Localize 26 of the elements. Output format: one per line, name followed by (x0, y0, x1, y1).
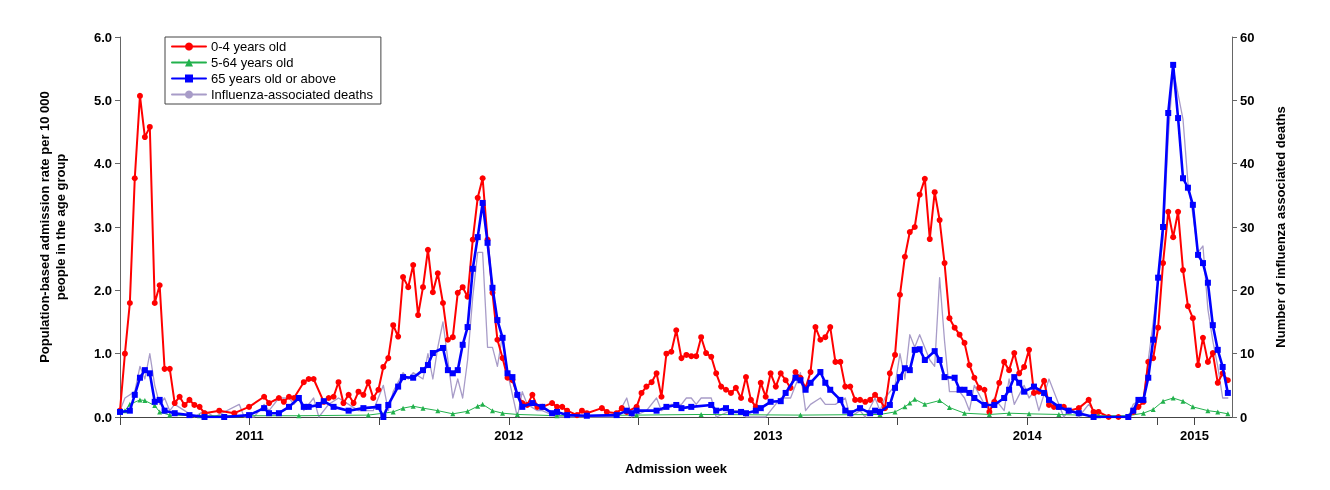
x-tick-label: 2014 (1012, 428, 1043, 443)
y2-tick-label: 0 (1240, 409, 1248, 425)
legend-label: Influenza-associated deaths (211, 87, 374, 102)
y-tick-label: 3.0 (93, 219, 112, 235)
y2-tick-label: 20 (1240, 282, 1255, 298)
x-tick-label: 2012 (494, 428, 524, 443)
legend-label: 0-4 years old (211, 39, 287, 54)
y-tick-label: 4.0 (93, 156, 112, 172)
y2-tick-label: 50 (1240, 92, 1255, 108)
x-tick-label: 2015 (1179, 428, 1209, 443)
x-axis-title: Admission week (625, 461, 728, 476)
y2-axis-title: Number of influenza associated deaths (1272, 106, 1288, 348)
y2-tick-label: 10 (1240, 346, 1255, 362)
y2-tick-label: 40 (1240, 156, 1255, 172)
y-tick-label: 1.0 (93, 346, 112, 362)
x-tick-label: 2011 (235, 428, 264, 443)
x-tick-label: 2013 (753, 428, 783, 443)
y2-tick-label: 60 (1240, 29, 1255, 45)
y-tick-label: 2.0 (93, 282, 112, 298)
y2-tick-label: 30 (1240, 219, 1255, 235)
y-tick-label: 6.0 (93, 29, 112, 45)
y-axis-title: Population-based admission rate per 10 000 people in the age group (36, 91, 68, 363)
y-tick-label: 0.0 (93, 409, 112, 425)
legend-label: 65 years old or above (211, 71, 337, 86)
legend-label: 5-64 years old (211, 55, 294, 70)
y-tick-label: 5.0 (93, 92, 112, 108)
